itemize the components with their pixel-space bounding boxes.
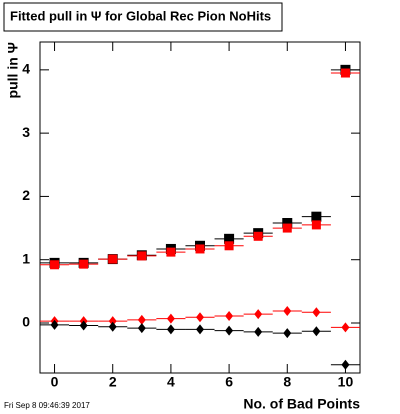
diamond-marker [137, 323, 146, 334]
diamond-marker [137, 314, 146, 325]
diamond-marker [225, 325, 234, 336]
x-tick-label: 4 [167, 374, 175, 390]
square-marker [224, 241, 234, 251]
y-tick-label: 4 [22, 61, 30, 77]
x-axis-label: No. of Bad Points [243, 396, 360, 412]
y-axis-label: pull in Ψ [5, 42, 21, 98]
diamond-marker [283, 328, 292, 339]
diamond-marker [108, 316, 117, 327]
diamond-marker [283, 305, 292, 316]
x-tick-label: 6 [225, 374, 233, 390]
diamond-marker [341, 322, 350, 333]
y-tick-label: 1 [22, 250, 30, 266]
square-marker [282, 223, 292, 233]
x-tick-label: 10 [338, 374, 354, 390]
square-marker [311, 220, 321, 230]
y-tick-label: 3 [22, 124, 30, 140]
diamond-marker [108, 321, 117, 332]
square-marker [311, 211, 322, 222]
square-marker [108, 254, 118, 264]
diamond-marker [196, 324, 204, 335]
x-tick-label: 8 [283, 374, 291, 390]
footer-date: Fri Sep 8 09:46:39 2017 [4, 401, 90, 410]
x-tick-label: 2 [109, 374, 117, 390]
diamond-marker [254, 326, 263, 337]
diamond-marker [225, 311, 234, 322]
diamond-marker [312, 307, 321, 318]
x-tick-label: 0 [51, 374, 59, 390]
diamond-marker [341, 359, 350, 370]
diamond-marker [166, 324, 175, 335]
square-marker [253, 231, 263, 241]
square-marker [166, 247, 176, 257]
square-marker [282, 218, 293, 229]
title-box [3, 2, 283, 32]
diamond-marker [79, 320, 88, 331]
plot-frame [39, 41, 361, 374]
square-marker [224, 233, 235, 244]
diamond-marker [196, 312, 204, 323]
square-marker [195, 244, 205, 254]
y-tick-label: 0 [22, 314, 30, 330]
y-tick-label: 2 [22, 187, 30, 203]
diamond-marker [254, 309, 263, 320]
square-marker [340, 68, 350, 78]
chart-title: Fitted pull in Ψ for Global Rec Pion NoH… [10, 8, 271, 23]
square-marker [50, 260, 60, 270]
diamond-marker [166, 313, 175, 324]
square-marker [137, 251, 147, 261]
square-marker [79, 259, 89, 269]
diamond-marker [50, 319, 59, 330]
diamond-marker [312, 326, 321, 337]
